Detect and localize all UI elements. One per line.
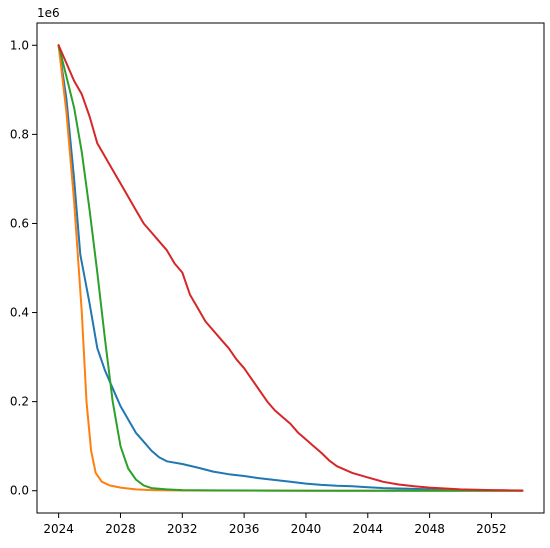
series-line-3: [57, 44, 524, 492]
series-line-1: [57, 44, 524, 492]
plot-area: [57, 44, 524, 492]
axes-frame: [36, 22, 545, 514]
x-tick-label: 2028: [105, 522, 136, 536]
y-tick-label: 0.0: [10, 484, 29, 498]
y-tick-label: 1.0: [10, 38, 29, 52]
y-tick-label: 0.6: [10, 216, 29, 230]
y-tick-label: 0.4: [10, 306, 29, 320]
series-line-4: [57, 44, 524, 492]
y-axis-offset-label: 1e6: [37, 6, 60, 20]
x-tick-label: 2044: [353, 522, 384, 536]
x-tick-label: 2052: [476, 522, 507, 536]
x-tick-label: 2048: [414, 522, 445, 536]
x-tick-label: 2036: [229, 522, 260, 536]
y-tick-label: 0.2: [10, 395, 29, 409]
x-tick-label: 2032: [167, 522, 198, 536]
x-tick-label: 2024: [43, 522, 74, 536]
y-tick-label: 0.8: [10, 127, 29, 141]
x-axis: 2024 2028 2032 2036 2040 2044 2048 2052: [43, 513, 507, 536]
x-tick-label: 2040: [291, 522, 322, 536]
y-axis: 0.0 0.2 0.4 0.6 0.8 1.0: [10, 38, 37, 498]
